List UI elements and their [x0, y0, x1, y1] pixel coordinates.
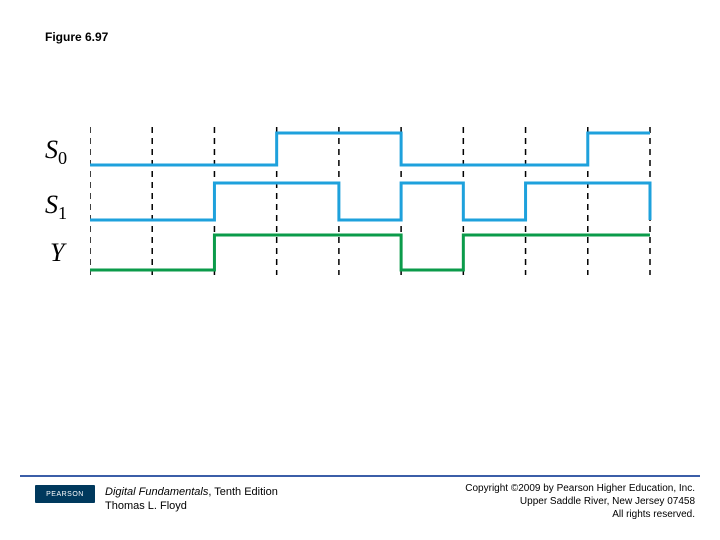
copyright-l1: Copyright ©2009 by Pearson Higher Educat…: [465, 482, 695, 495]
copyright-l3: All rights reserved.: [465, 508, 695, 521]
timing-diagram: [90, 125, 660, 280]
book-credit: Digital Fundamentals, Tenth Edition Thom…: [105, 486, 278, 514]
copyright-l2: Upper Saddle River, New Jersey 07458: [465, 495, 695, 508]
figure-title: Figure 6.97: [45, 30, 108, 44]
signal-label-s0: S0: [45, 135, 67, 169]
footer-rule: [20, 475, 700, 477]
book-title: Digital Fundamentals: [105, 486, 208, 498]
book-edition: , Tenth Edition: [208, 486, 278, 498]
copyright-block: Copyright ©2009 by Pearson Higher Educat…: [465, 482, 695, 521]
pearson-logo: PEARSON: [35, 485, 95, 503]
book-author: Thomas L. Floyd: [105, 500, 187, 512]
signal-label-y: Y: [50, 238, 64, 268]
signal-label-s1: S1: [45, 190, 67, 224]
